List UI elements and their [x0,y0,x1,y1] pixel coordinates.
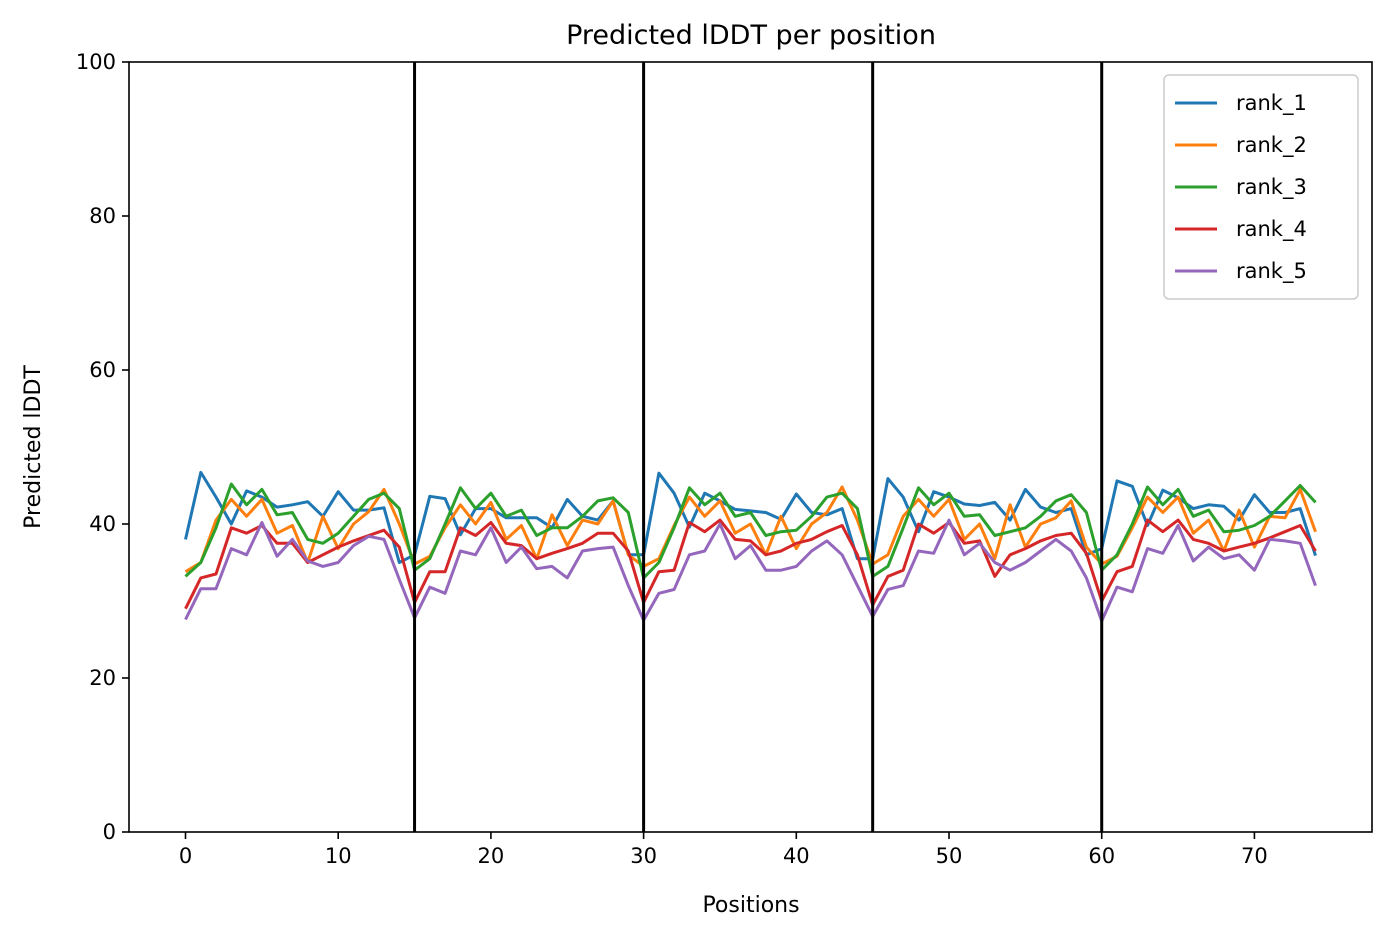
x-tick-label-30: 30 [630,844,657,868]
series-line-rank_3 [184,482,1317,580]
y-tick-label-100: 100 [76,50,116,74]
legend-label-rank_4: rank_4 [1236,217,1307,242]
series-line-rank_4 [184,518,1317,610]
y-axis-label: Predicted lDDT [21,365,46,529]
y-tick-label-0: 0 [103,820,116,844]
legend-label-rank_1: rank_1 [1236,91,1307,116]
x-tick-label-50: 50 [936,844,963,868]
plot-frame [128,61,1373,833]
chart-title: Predicted lDDT per position [566,20,936,51]
series-line-rank_5 [184,518,1317,623]
plot-area [184,62,1317,832]
x-tick-label-40: 40 [783,844,810,868]
x-axis: 0 10 20 30 40 50 60 70 [179,832,1268,868]
legend: rank_1 rank_2 rank_3 rank_4 rank_5 [1163,74,1359,300]
y-tick-label-60: 60 [89,358,116,382]
x-tick-label-60: 60 [1088,844,1115,868]
y-axis: 0 20 40 60 80 100 [76,50,129,844]
x-tick-label-70: 70 [1241,844,1268,868]
x-tick-label-10: 10 [325,844,352,868]
y-tick-label-20: 20 [89,666,116,690]
y-tick-label-40: 40 [89,512,116,536]
x-tick-label-0: 0 [179,844,192,868]
y-tick-label-80: 80 [89,204,116,228]
legend-label-rank_2: rank_2 [1236,133,1307,158]
legend-box [1163,74,1359,300]
series-line-rank_1 [184,470,1317,564]
x-tick-label-20: 20 [478,844,505,868]
legend-label-rank_3: rank_3 [1236,175,1307,200]
x-axis-label: Positions [702,893,799,918]
legend-label-rank_5: rank_5 [1236,259,1307,284]
